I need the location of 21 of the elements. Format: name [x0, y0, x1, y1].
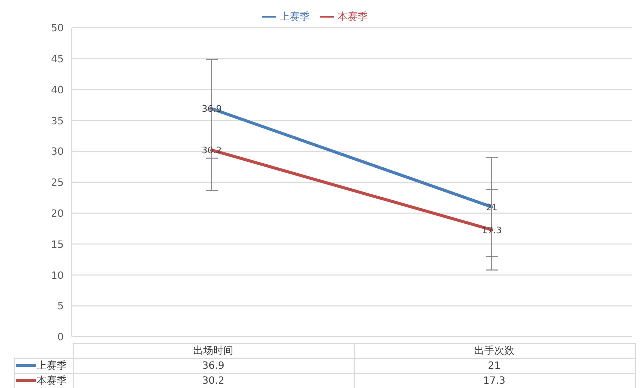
y-tick-label: 30 [51, 147, 64, 158]
legend-label: 本赛季 [338, 12, 368, 23]
y-tick-label: 10 [51, 270, 64, 282]
y-tick-label: 20 [51, 208, 64, 220]
y-tick-label: 35 [51, 116, 64, 128]
y-tick-label: 45 [51, 54, 64, 66]
y-tick-label: 15 [51, 240, 64, 251]
data-label: 30.2 [73, 374, 354, 388]
text: 上赛季 [37, 361, 67, 372]
x-tick-label: 出手次数 [354, 344, 635, 358]
y-tick-label: 5 [58, 302, 64, 313]
y-tick-label: 25 [51, 178, 64, 190]
y-tick-label: 0 [58, 332, 64, 344]
data-label: 36.9 [73, 358, 354, 374]
x-tick-label: 出场时间 [73, 344, 354, 358]
data-label: 21 [354, 358, 635, 374]
text: 本赛季 [37, 376, 67, 387]
legend-label: 上赛季 [280, 12, 310, 23]
data-label: 17.3 [354, 374, 635, 388]
y-tick-label: 40 [51, 85, 64, 96]
y-tick-label: 50 [51, 24, 64, 35]
